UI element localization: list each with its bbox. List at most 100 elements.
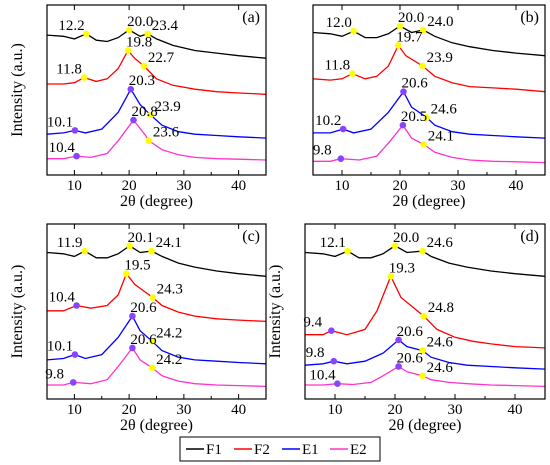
y-axis-label: Intensity (a.u.): [9, 265, 26, 359]
series-line-F2: [47, 272, 267, 323]
x-tick-label: 20: [393, 178, 408, 194]
peak-marker: [147, 111, 154, 119]
peak-marker: [419, 26, 427, 34]
peak-label: 24.1: [156, 235, 182, 251]
peak-marker: [387, 273, 395, 280]
x-tick-label: 30: [176, 178, 191, 194]
peak-label: 20.1: [128, 230, 154, 246]
legend-label-E2: E2: [350, 442, 367, 458]
chart-panel-1: 12.2 20.023.4 11.8 19.822.7 10.1 20.3 23.9 10.4…: [9, 4, 267, 210]
peak-label: 9.4: [303, 315, 322, 331]
series-line-E1: [304, 339, 546, 370]
peak-label: 23.9: [154, 99, 180, 115]
peak-label: 20.3: [129, 73, 155, 89]
x-tick-label: 40: [508, 402, 523, 418]
peak-label: 9.8: [306, 345, 325, 361]
peak-marker: [81, 247, 89, 255]
peak-marker: [395, 363, 402, 370]
peak-label: 20.6: [397, 324, 424, 340]
legend-label-F2: F2: [254, 442, 270, 458]
chart-panel-3: 11.9 20.1 24.110.419.524.310.120.624.29.82…: [9, 223, 267, 434]
peak-marker: [73, 302, 80, 309]
panel-label: (a): [242, 9, 260, 26]
peak-marker: [148, 364, 156, 372]
peak-label: 20.8: [132, 104, 158, 120]
peak-marker: [396, 22, 404, 30]
peak-marker: [330, 357, 338, 365]
peak-label: 24.6: [427, 235, 454, 251]
x-tick-label: 30: [451, 178, 466, 194]
peak-label: 10.4: [49, 140, 76, 156]
y-axis-label: Intensity (a.u.): [9, 43, 26, 137]
peak-marker: [144, 30, 152, 38]
peak-label: 20.0: [398, 10, 424, 26]
peak-label: 24.2: [156, 325, 182, 341]
series-line-F2: [47, 49, 267, 95]
peak-label: 11.9: [57, 235, 83, 251]
peak-marker: [349, 70, 356, 77]
peak-label: 23.9: [427, 50, 453, 66]
peak-marker: [71, 127, 79, 134]
peak-marker: [344, 247, 351, 255]
peak-marker: [145, 137, 153, 144]
peak-marker: [350, 27, 357, 35]
peak-label: 24.1: [428, 129, 454, 145]
series-line-F1: [46, 29, 267, 59]
peak-label: 24.6: [427, 360, 454, 376]
panel-label: (c): [242, 228, 260, 245]
peak-label: 19.8: [126, 35, 152, 51]
peak-label: 23.6: [153, 125, 180, 141]
series-line-E1: [46, 314, 267, 365]
peak-marker: [69, 379, 77, 386]
peak-marker: [337, 155, 345, 162]
peak-label: 22.7: [148, 50, 175, 66]
peak-marker: [394, 42, 402, 49]
peak-label: 24.6: [427, 335, 454, 351]
chart-panel-2: 12.0 20.0 24.0 11.8 19.723.9 10.2 20.624.6 9.8 2…: [312, 4, 546, 210]
panel-label: (d): [520, 228, 539, 245]
x-axis-label: 2θ (degree): [120, 193, 193, 210]
peak-label: 20.0: [393, 230, 419, 246]
peak-marker: [400, 88, 407, 96]
peak-marker: [129, 312, 136, 320]
peak-marker: [420, 141, 428, 148]
x-tick-label: 20: [122, 178, 137, 194]
x-tick-label: 10: [67, 178, 82, 194]
peak-label: 11.8: [56, 62, 82, 78]
peak-label: 24.6: [431, 101, 458, 117]
peak-marker: [423, 114, 430, 121]
x-tick-label: 10: [67, 402, 82, 418]
x-tick-label: 10: [328, 402, 343, 418]
series-line-E2: [47, 119, 267, 161]
x-axis-label: 2θ (degree): [393, 193, 466, 210]
series-line-E2: [305, 365, 546, 388]
x-tick-label: 10: [335, 178, 350, 194]
peak-label: 20.6: [401, 76, 428, 92]
peak-marker: [419, 372, 426, 380]
peak-label: 19.3: [389, 260, 415, 276]
x-tick-label: 20: [122, 402, 137, 418]
x-axis-label: 2θ (degree): [120, 417, 193, 434]
x-tick-label: 30: [176, 402, 191, 418]
peak-marker: [83, 30, 90, 38]
peak-marker: [149, 294, 156, 301]
peak-label: 20.0: [127, 14, 153, 30]
peak-marker: [129, 344, 136, 352]
series-line-F1: [46, 245, 267, 277]
peak-marker: [126, 242, 133, 250]
peak-label: 12.0: [326, 15, 352, 31]
x-tick-label: 40: [231, 402, 246, 418]
peak-marker: [419, 62, 426, 70]
panel-label: (b): [520, 9, 539, 26]
y-axis-label: Intensity (a.u.): [267, 265, 284, 359]
series-line-F2: [305, 274, 546, 349]
peak-label: 10.2: [315, 113, 341, 129]
peak-marker: [80, 74, 88, 81]
series-line-E1: [46, 87, 267, 139]
peak-marker: [420, 312, 428, 320]
peak-label: 19.5: [124, 258, 150, 274]
peak-marker: [419, 247, 426, 255]
series-line-F2: [312, 44, 546, 93]
peak-label: 9.8: [313, 143, 332, 159]
peak-label: 10.1: [47, 114, 73, 130]
